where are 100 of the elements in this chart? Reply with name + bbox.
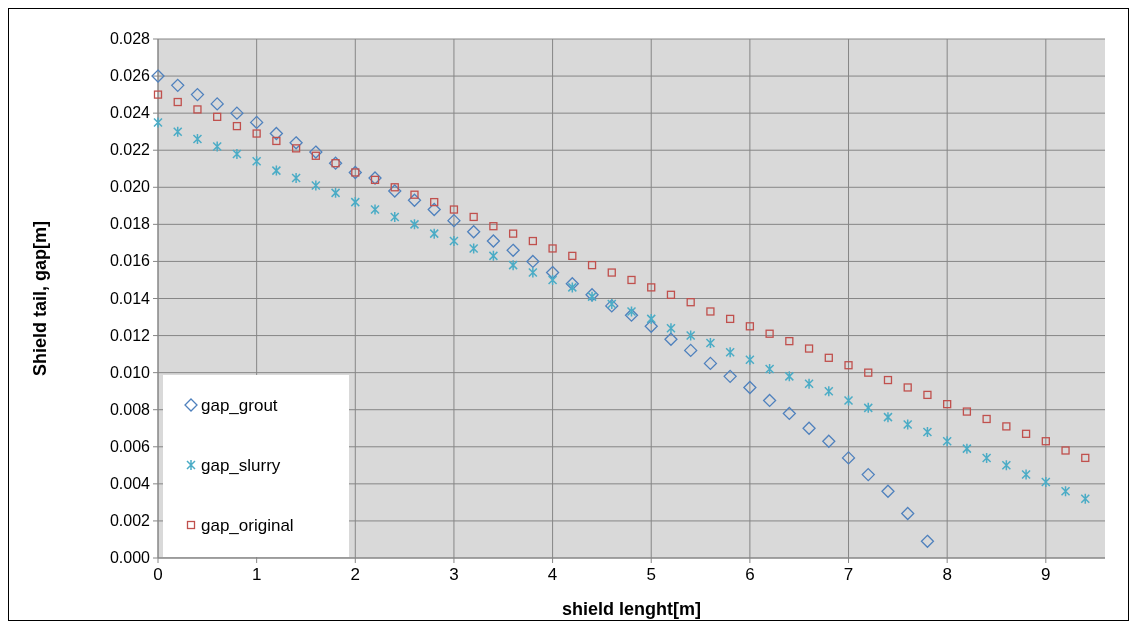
point [962, 442, 972, 455]
point [685, 329, 696, 342]
y-tick-label: 0.022 [109, 141, 151, 159]
x-tick-label: 1 [251, 565, 262, 584]
x-tick-label: 8 [942, 565, 952, 584]
point [1080, 492, 1091, 505]
point [449, 205, 459, 214]
point [447, 214, 461, 228]
point [644, 319, 658, 333]
y-tick-label: 0.008 [109, 400, 151, 418]
point [568, 251, 577, 261]
point [962, 407, 972, 416]
point [528, 236, 537, 246]
point [626, 305, 637, 318]
point [1041, 437, 1050, 446]
point [942, 435, 952, 447]
point [1021, 429, 1031, 438]
point [1021, 468, 1031, 481]
point [430, 197, 439, 207]
point [627, 275, 636, 285]
point [171, 78, 185, 92]
point [526, 254, 540, 269]
point [1061, 446, 1070, 455]
point [291, 144, 301, 153]
point [250, 115, 264, 130]
point [409, 218, 420, 231]
point [213, 112, 222, 121]
point [370, 175, 380, 185]
point [646, 313, 656, 325]
point [271, 164, 282, 177]
point [528, 266, 538, 279]
point [883, 375, 893, 385]
point [289, 136, 303, 150]
point [252, 129, 261, 138]
x-tick-label: 5 [646, 565, 656, 584]
point [565, 277, 579, 291]
point [488, 250, 499, 262]
point [486, 234, 501, 248]
point [723, 369, 737, 383]
point [982, 414, 991, 424]
point [861, 467, 875, 482]
point [210, 97, 224, 111]
point [587, 260, 597, 270]
point [508, 259, 518, 271]
point [151, 69, 165, 83]
point [784, 370, 795, 383]
legend-label: gap_grout [201, 396, 278, 415]
point [901, 506, 915, 521]
y-tick-label: 0.028 [109, 30, 151, 47]
point [368, 171, 382, 185]
y-tick-label: 0.004 [109, 474, 151, 492]
y-tick-label: 0.016 [109, 252, 151, 270]
point [666, 322, 676, 334]
point [981, 452, 992, 464]
point [272, 136, 281, 146]
point [190, 87, 205, 102]
y-axis-title: Shield tail, gap[m] [30, 220, 50, 377]
point [467, 225, 481, 239]
point [943, 400, 952, 409]
point [468, 242, 479, 255]
legend-label: gap_original [201, 516, 294, 535]
x-tick-label: 6 [745, 565, 755, 584]
point [922, 426, 933, 438]
point [703, 356, 718, 371]
point [427, 202, 441, 217]
point [153, 116, 163, 129]
point [725, 346, 735, 358]
point [883, 411, 893, 423]
legend-label: gap_slurry [201, 456, 281, 475]
y-tick-label: 0.020 [109, 178, 151, 196]
point [330, 187, 341, 199]
point [624, 308, 639, 322]
x-tick-label: 9 [1041, 565, 1051, 584]
point [269, 126, 284, 141]
y-tick-label: 0.014 [109, 289, 151, 307]
point [251, 155, 262, 168]
point [745, 353, 755, 366]
point [192, 133, 203, 145]
point [311, 179, 321, 192]
point [764, 363, 775, 375]
x-tick-label: 0 [153, 565, 163, 584]
point [804, 344, 814, 353]
point [489, 222, 498, 231]
point [804, 378, 814, 390]
x-tick-label: 3 [449, 565, 459, 584]
point [449, 235, 459, 247]
point [545, 265, 560, 280]
point [923, 390, 932, 400]
point [841, 451, 856, 465]
point [410, 190, 419, 199]
x-tick-label: 2 [350, 565, 361, 584]
point [822, 434, 836, 448]
y-tick-label: 0.012 [109, 326, 151, 344]
point [881, 484, 895, 498]
point [1001, 459, 1012, 472]
x-tick-label: 4 [547, 565, 558, 584]
point [666, 290, 676, 299]
point [172, 125, 183, 138]
point [647, 283, 656, 292]
point [706, 307, 715, 316]
